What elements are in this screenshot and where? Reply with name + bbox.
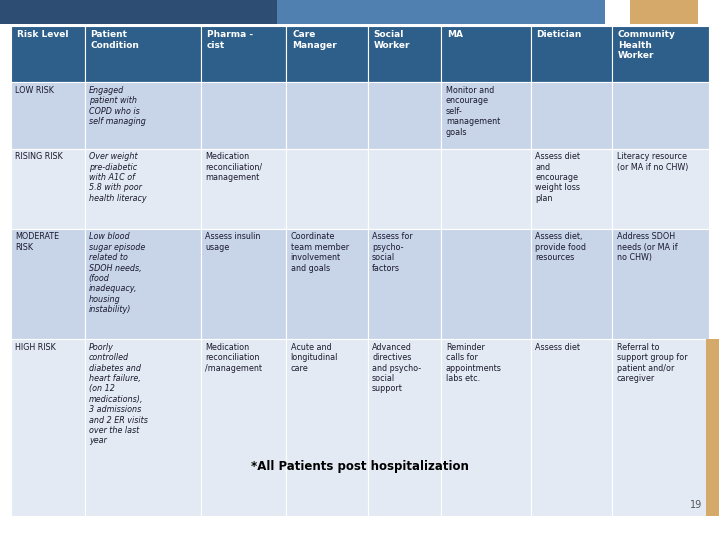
Bar: [531, 26, 612, 82]
Text: Social
Worker: Social Worker: [374, 30, 410, 50]
Bar: [84, 26, 201, 82]
Bar: [0, 0, 385, 24]
Bar: [84, 228, 201, 339]
Bar: [84, 148, 201, 228]
Bar: [612, 228, 709, 339]
Bar: [531, 148, 612, 228]
Text: Community
Health
Worker: Community Health Worker: [618, 30, 676, 60]
Text: MA: MA: [447, 30, 463, 39]
Bar: [287, 26, 368, 82]
Bar: [368, 148, 441, 228]
Text: Dietician: Dietician: [536, 30, 582, 39]
Bar: [201, 26, 287, 82]
Text: HIGH RISK: HIGH RISK: [15, 343, 56, 352]
Bar: [630, 0, 698, 24]
Bar: [612, 82, 709, 148]
Text: Assess insulin
usage: Assess insulin usage: [205, 232, 261, 252]
Bar: [441, 339, 531, 516]
Text: Pharma -
cist: Pharma - cist: [207, 30, 253, 50]
Bar: [287, 339, 368, 516]
Text: Patient
Condition: Patient Condition: [90, 30, 139, 50]
Bar: [706, 339, 719, 516]
Bar: [531, 228, 612, 339]
Bar: [368, 26, 441, 82]
Bar: [368, 228, 441, 339]
Text: Medication
reconciliation
/management: Medication reconciliation /management: [205, 343, 262, 373]
Bar: [531, 82, 612, 148]
Text: *All Patients post hospitalization: *All Patients post hospitalization: [251, 460, 469, 472]
Bar: [368, 339, 441, 516]
Text: Assess diet: Assess diet: [535, 343, 580, 352]
Bar: [441, 26, 531, 82]
Bar: [441, 82, 531, 148]
Text: Literacy resource
(or MA if no CHW): Literacy resource (or MA if no CHW): [616, 152, 688, 172]
Text: Monitor and
encourage
self-
management
goals: Monitor and encourage self- management g…: [446, 86, 500, 137]
Text: Care
Manager: Care Manager: [292, 30, 337, 50]
Bar: [11, 148, 84, 228]
Bar: [11, 228, 84, 339]
Text: Over weight
pre-diabetic
with A1C of
5.8 with poor
health literacy: Over weight pre-diabetic with A1C of 5.8…: [89, 152, 146, 203]
Text: Acute and
longitudinal
care: Acute and longitudinal care: [291, 343, 338, 373]
Bar: [612, 26, 709, 82]
Bar: [11, 339, 84, 516]
Text: Reminder
calls for
appointments
labs etc.: Reminder calls for appointments labs etc…: [446, 343, 502, 383]
Text: Assess for
psycho-
social
factors: Assess for psycho- social factors: [372, 232, 413, 273]
Bar: [612, 148, 709, 228]
Text: Address SDOH
needs (or MA if
no CHW): Address SDOH needs (or MA if no CHW): [616, 232, 677, 262]
Bar: [84, 339, 201, 516]
Bar: [441, 148, 531, 228]
Bar: [201, 339, 287, 516]
Text: Referral to
support group for
patient and/or
caregiver: Referral to support group for patient an…: [616, 343, 687, 383]
Text: LOW RISK: LOW RISK: [15, 86, 54, 95]
Bar: [531, 339, 612, 516]
Text: MODERATE
RISK: MODERATE RISK: [15, 232, 59, 252]
Bar: [201, 148, 287, 228]
Text: Risk Level: Risk Level: [17, 30, 68, 39]
Bar: [287, 228, 368, 339]
Bar: [277, 0, 605, 24]
Text: Coordinate
team member
involvement
and goals: Coordinate team member involvement and g…: [291, 232, 348, 273]
Bar: [612, 339, 709, 516]
Bar: [287, 82, 368, 148]
Bar: [11, 26, 84, 82]
Text: Assess diet,
provide food
resources: Assess diet, provide food resources: [535, 232, 586, 262]
Text: Low blood
sugar episode
related to
SDOH needs,
(food
inadequacy,
housing
instabi: Low blood sugar episode related to SDOH …: [89, 232, 145, 314]
Text: Engaged
patient with
COPD who is
self managing: Engaged patient with COPD who is self ma…: [89, 86, 145, 126]
Bar: [368, 82, 441, 148]
Text: Advanced
directives
and psycho-
social
support: Advanced directives and psycho- social s…: [372, 343, 421, 393]
Bar: [11, 82, 84, 148]
Text: Poorly
controlled
diabetes and
heart failure,
(on 12
medications),
3 admissions
: Poorly controlled diabetes and heart fai…: [89, 343, 148, 445]
Text: Medication
reconciliation/
management: Medication reconciliation/ management: [205, 152, 262, 182]
Bar: [201, 82, 287, 148]
Text: Assess diet
and
encourage
weight loss
plan: Assess diet and encourage weight loss pl…: [535, 152, 580, 203]
Text: RISING RISK: RISING RISK: [15, 152, 63, 161]
Bar: [441, 228, 531, 339]
Bar: [201, 228, 287, 339]
Text: 19: 19: [690, 500, 702, 510]
Bar: [287, 148, 368, 228]
Bar: [84, 82, 201, 148]
